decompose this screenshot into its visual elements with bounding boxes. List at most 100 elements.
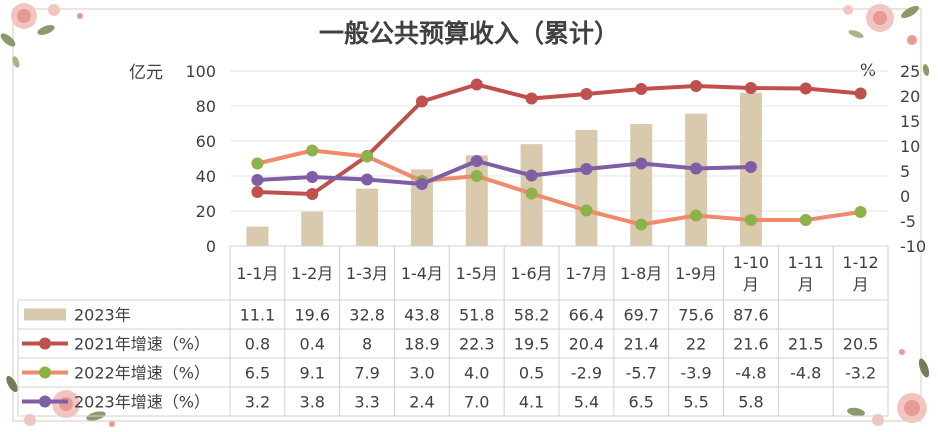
data-point bbox=[744, 214, 757, 226]
data-label: 0.4 bbox=[300, 335, 325, 354]
data-point bbox=[799, 214, 812, 226]
bar bbox=[465, 155, 488, 246]
data-point bbox=[799, 82, 812, 95]
y-left-tick-label: 60 bbox=[196, 132, 216, 151]
data-label: -5.7 bbox=[626, 364, 657, 383]
data-label: 2.4 bbox=[409, 393, 434, 412]
data-point bbox=[580, 88, 593, 100]
data-label: 6.5 bbox=[245, 364, 270, 383]
x-tick-label: 1-3月 bbox=[346, 264, 388, 283]
data-point bbox=[361, 150, 374, 163]
y-left-tick-label: 20 bbox=[196, 202, 216, 221]
data-label: 3.8 bbox=[300, 393, 325, 412]
data-point bbox=[744, 161, 757, 173]
data-label: -4.8 bbox=[790, 364, 821, 383]
data-label: 32.8 bbox=[349, 306, 385, 325]
y-right-tick-label: 5 bbox=[900, 162, 910, 181]
data-label: 5.4 bbox=[574, 393, 599, 412]
y-right-tick-label: 25 bbox=[900, 62, 920, 81]
data-label: 8 bbox=[362, 335, 372, 354]
data-label: 11.1 bbox=[240, 306, 276, 325]
data-point bbox=[415, 178, 428, 190]
bar bbox=[630, 124, 653, 246]
data-point bbox=[306, 144, 319, 157]
data-label: 58.2 bbox=[514, 306, 550, 325]
legend-label: 2023年 bbox=[74, 306, 131, 325]
data-point bbox=[690, 162, 703, 175]
data-point bbox=[635, 157, 648, 170]
y-left-tick-label: 80 bbox=[196, 97, 216, 116]
x-tick-label: 1-5月 bbox=[456, 264, 498, 283]
flower-icon-top-left bbox=[0, 3, 83, 68]
legend-label: 2023年增速（%） bbox=[74, 393, 210, 412]
x-tick-label: 1-9月 bbox=[675, 264, 717, 283]
legend-label: 2022年增速（%） bbox=[74, 364, 210, 383]
data-label: 9.1 bbox=[300, 364, 325, 383]
data-point bbox=[690, 80, 703, 92]
y-left-tick-label: 40 bbox=[196, 167, 216, 186]
x-tick-label: 1-8月 bbox=[620, 264, 662, 283]
y-left-tick-label: 100 bbox=[185, 62, 216, 81]
data-label: 6.5 bbox=[629, 393, 654, 412]
data-point bbox=[251, 174, 264, 186]
data-label: 5.8 bbox=[738, 393, 763, 412]
data-label: 19.5 bbox=[514, 335, 550, 354]
y-right-tick-label: -10 bbox=[900, 237, 926, 256]
data-label: 0.8 bbox=[245, 335, 270, 354]
data-label: 21.4 bbox=[623, 335, 659, 354]
data-label: 18.9 bbox=[404, 335, 440, 354]
y-right-tick-label: 15 bbox=[900, 112, 920, 131]
data-label: 7.9 bbox=[354, 364, 379, 383]
y-right-tick-label: 10 bbox=[900, 137, 920, 156]
x-tick-label: 1-2月 bbox=[291, 264, 333, 283]
data-label: 43.8 bbox=[404, 306, 440, 325]
bar bbox=[301, 211, 324, 246]
legend-swatch-bar bbox=[24, 308, 66, 321]
data-label: 7.0 bbox=[464, 393, 489, 412]
y-left-axis-label: 亿元 bbox=[129, 63, 163, 83]
data-point bbox=[306, 171, 319, 183]
x-tick-label: 1-11 月 bbox=[788, 253, 824, 294]
data-label: 21.6 bbox=[733, 335, 769, 354]
data-label: 0.5 bbox=[519, 364, 544, 383]
data-point bbox=[525, 169, 538, 182]
x-tick-label: 1-4月 bbox=[401, 264, 443, 283]
data-label: 20.4 bbox=[569, 335, 605, 354]
y-right-tick-label: -5 bbox=[900, 212, 916, 231]
data-label: -3.9 bbox=[680, 364, 711, 383]
flower-icon-bottom-left bbox=[6, 375, 115, 427]
data-point bbox=[854, 87, 867, 100]
flower-icon-top-right bbox=[843, 4, 930, 76]
data-label: 3.2 bbox=[245, 393, 270, 412]
data-label: 3.3 bbox=[354, 393, 379, 412]
legend-marker bbox=[39, 395, 51, 408]
data-label: 4.0 bbox=[464, 364, 489, 383]
data-point bbox=[470, 78, 483, 91]
data-point bbox=[251, 157, 264, 170]
data-point bbox=[854, 206, 867, 218]
x-tick-label: 1-7月 bbox=[565, 264, 607, 283]
y-right-tick-label: 0 bbox=[900, 187, 910, 206]
data-point bbox=[251, 186, 264, 198]
data-label: 3.0 bbox=[409, 364, 434, 383]
data-point bbox=[580, 163, 593, 175]
data-point bbox=[635, 83, 648, 95]
bar bbox=[410, 169, 433, 246]
x-tick-label: 1-1月 bbox=[236, 264, 278, 283]
data-label: 21.5 bbox=[788, 335, 824, 354]
y-left-tick-label: 0 bbox=[206, 237, 216, 256]
data-point bbox=[361, 173, 374, 186]
data-point bbox=[470, 170, 483, 182]
series-line-3 bbox=[257, 159, 751, 186]
bar bbox=[685, 113, 708, 246]
legend-label: 2021年增速（%） bbox=[74, 335, 210, 354]
flower-icon-bottom-right bbox=[847, 349, 930, 426]
data-label: -3.2 bbox=[845, 364, 876, 383]
data-label: -4.8 bbox=[735, 364, 766, 383]
legend-marker bbox=[39, 337, 51, 350]
data-label: -2.9 bbox=[571, 364, 602, 383]
bar bbox=[246, 226, 269, 246]
